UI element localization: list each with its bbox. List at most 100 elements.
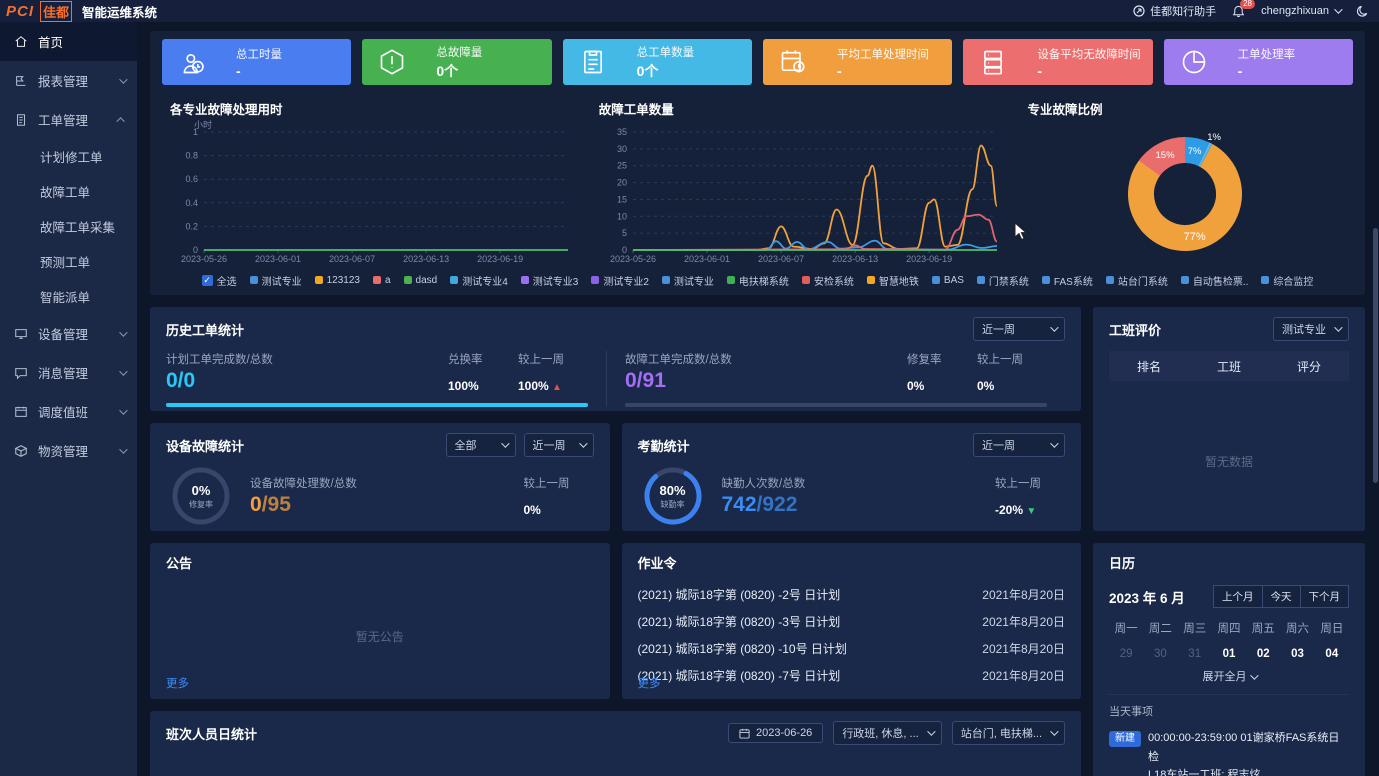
fault-order-count-plot[interactable]: 0 5 10 15 20 25 30 35 2023-05-26 2023-06-01 2023-0…	[591, 118, 1011, 268]
sidebar-subitem[interactable]: 智能派单	[40, 291, 91, 305]
calendar-day[interactable]: 01	[1222, 648, 1236, 660]
stat-card-3[interactable]: 总工单数量 0个	[562, 39, 752, 85]
legend-item[interactable]: 综合监控	[1261, 273, 1313, 288]
table-column-header[interactable]: 工班	[1216, 359, 1241, 374]
legend-item[interactable]: 智慧地铁	[866, 273, 919, 288]
work-order-row[interactable]: (2021) 城际18字第 (0820) -2号 日计划 2021年8月20日	[638, 581, 1066, 608]
sidebar-subitem[interactable]: 计划修工单	[40, 151, 103, 165]
stat-card-1[interactable]: 总工时量 -	[162, 39, 352, 85]
sidebar-subitem[interactable]: 预测工单	[40, 256, 91, 270]
legend-item[interactable]: 测试专业3	[520, 273, 578, 288]
device-scope-select[interactable]: 全部	[445, 433, 516, 457]
user-menu[interactable]: chengzhixuan	[1261, 5, 1343, 17]
attendance-period-select[interactable]: 近一周	[973, 433, 1065, 457]
sidebar-item-5[interactable]: 消息管理	[0, 353, 137, 392]
work-order-card: 作业令 (2021) 城际18字第 (0820) -2号 日计划 2021年8月…	[621, 543, 1081, 699]
svg-text:25: 25	[617, 161, 627, 171]
legend-select-all[interactable]: ✓ 全选	[201, 273, 237, 288]
event-line1: 00:00:00-23:59:00 01谢家桥FAS系统日检	[1148, 732, 1340, 763]
work-order-name: (2021) 城际18字第 (0820) -2号 日计划	[637, 588, 841, 602]
planned-orders-stat: 计划工单完成数/总数 0/0 兑换率 100% 较上一周 100% ▲	[166, 351, 606, 407]
work-order-row[interactable]: (2021) 城际18字第 (0820) -3号 日计划 2021年8月20日	[638, 608, 1066, 635]
announcement-more-link[interactable]: 更多	[166, 678, 189, 690]
device-fault-card: 设备故障统计 全部 近一周 0% 修复率 设备故障处理数/总数 0/95 较上一周…	[150, 423, 610, 531]
sidebar-item-2[interactable]: 报表管理	[0, 61, 137, 100]
legend-item[interactable]: 测试专业2	[591, 273, 649, 288]
legend-swatch	[1041, 276, 1050, 284]
sidebar-item-4[interactable]: 设备管理	[0, 314, 137, 353]
work-order-date: 2021年8月20日	[982, 642, 1065, 656]
stat-card-4[interactable]: 平均工单处理时间 -	[762, 39, 953, 85]
table-column-header[interactable]: 评分	[1296, 359, 1321, 374]
legend-item[interactable]: BAS	[931, 275, 964, 286]
legend-item[interactable]: 安检系统	[801, 273, 854, 288]
legend-label: 测试专业2	[603, 276, 649, 288]
sidebar-item-7[interactable]: 物资管理	[0, 431, 137, 470]
legend-item[interactable]: 测试专业	[661, 273, 714, 288]
team-filter-select[interactable]: 测试专业	[1273, 317, 1349, 341]
fault-handling-time-plot[interactable]: 0 0.2 0.4 0.6 0.8 1小时 2023-05-26 2023-06-01 2023…	[162, 118, 582, 268]
today-button[interactable]: 今天	[1262, 585, 1301, 608]
shift-type-select[interactable]: 行政班, 休息, ...	[833, 721, 942, 745]
calendar-day[interactable]: 29	[1119, 648, 1133, 660]
checkbox-checked-icon: ✓	[201, 274, 213, 286]
calendar-day[interactable]: 02	[1256, 648, 1270, 660]
dark-mode-toggle[interactable]	[1356, 5, 1369, 18]
legend-item[interactable]: 站台门系统	[1105, 273, 1168, 288]
assistant-link[interactable]: 佳都知行助手	[1133, 3, 1216, 19]
legend-item[interactable]: 测试专业4	[450, 273, 508, 288]
legend-item[interactable]: 123123	[314, 275, 360, 286]
legend-item[interactable]: 自动售检票..	[1180, 273, 1248, 288]
notification-count-badge: 28	[1240, 0, 1256, 9]
sidebar-item-3[interactable]: 工单管理	[0, 100, 137, 139]
sidebar-subitem[interactable]: 故障工单	[40, 186, 91, 200]
legend-item[interactable]: dasd	[403, 275, 437, 286]
legend-item[interactable]: 测试专业	[249, 273, 302, 288]
sidebar-item-1[interactable]: 首页	[0, 22, 137, 61]
calendar-day[interactable]: 30	[1154, 648, 1167, 660]
next-month-button[interactable]: 下个月	[1300, 585, 1349, 608]
progress-bar	[625, 403, 1047, 407]
shift-date-picker[interactable]: 2023-06-26	[728, 723, 824, 743]
expand-month-toggle[interactable]: 展开全月	[1109, 668, 1349, 684]
svg-text:0.2: 0.2	[185, 221, 198, 231]
stat-label: 总工时量	[236, 48, 282, 61]
notifications-button[interactable]: 28	[1232, 0, 1256, 18]
legend-item[interactable]: 门禁系统	[976, 273, 1029, 288]
history-period-select[interactable]: 近一周	[973, 317, 1065, 341]
work-order-row[interactable]: (2021) 城际18字第 (0820) -10号 日计划 2021年8月20日	[638, 635, 1066, 662]
legend-item[interactable]: FAS系统	[1041, 273, 1093, 288]
fault-ratio-donut[interactable]: 7% 1% 77% 15%	[1020, 118, 1350, 266]
work-order-row[interactable]: (2021) 城际18字第 (0820) -7号 日计划 2021年8月20日	[638, 662, 1066, 689]
scrollbar-thumb[interactable]	[1373, 228, 1378, 483]
clipboard-icon	[583, 50, 602, 74]
select-value: 近一周	[982, 324, 1015, 336]
work-order-more-link[interactable]: 更多	[637, 678, 661, 690]
calendar-day[interactable]: 03	[1291, 648, 1304, 660]
username: chengzhixuan	[1261, 5, 1329, 17]
stat-card-5[interactable]: 设备平均无故障时间 -	[963, 39, 1153, 85]
gauge-percent: 0%	[191, 482, 211, 498]
gauge-label: 修复率	[189, 499, 213, 509]
metric-label: 故障工单完成数/总数	[625, 354, 732, 366]
sidebar-subitem[interactable]: 故障工单采集	[40, 221, 116, 235]
legend-swatch	[726, 276, 735, 284]
calendar-day[interactable]: 31	[1188, 648, 1202, 660]
svg-text:0.6: 0.6	[185, 174, 198, 184]
sidebar-item-label: 首页	[38, 36, 64, 50]
stat-card-6[interactable]: 工单处理率 -	[1163, 39, 1353, 85]
stat-card-2[interactable]: 总故障量 0个	[362, 39, 552, 85]
legend-label: 站台门系统	[1117, 276, 1168, 288]
shift-system-select[interactable]: 站台门, 电扶梯...	[951, 721, 1065, 745]
calendar-day[interactable]: 04	[1325, 648, 1339, 660]
table-column-header[interactable]: 排名	[1136, 359, 1161, 374]
device-period-select[interactable]: 近一周	[523, 433, 594, 457]
prev-month-button[interactable]: 上个月	[1213, 585, 1263, 608]
legend-item[interactable]: 电扶梯系统	[726, 273, 789, 288]
calendar-weekday-row: 周一 周二 周三 周四 周五 周六 周日	[1109, 620, 1349, 636]
sidebar-item-6[interactable]: 调度值班	[0, 392, 137, 431]
work-order-name: (2021) 城际18字第 (0820) -10号 日计划	[637, 642, 847, 656]
calendar-event[interactable]: 新建 00:00:00-23:59:00 01谢家桥FAS系统日检 L18车站一…	[1109, 729, 1349, 776]
legend-item[interactable]: a	[372, 275, 391, 286]
metric-label: 计划工单完成数/总数	[166, 354, 273, 366]
